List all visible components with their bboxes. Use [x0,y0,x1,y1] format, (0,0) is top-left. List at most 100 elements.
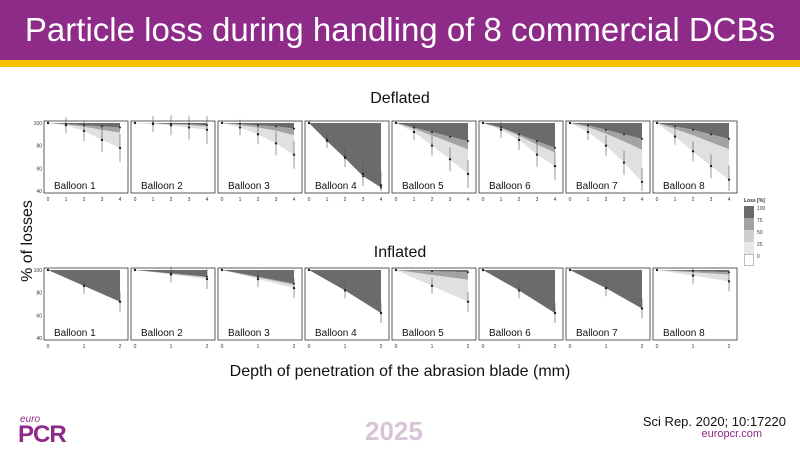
x-tick-label: 1 [605,344,608,350]
data-point [518,289,520,292]
x-tick-label: 1 [152,197,155,203]
y-tick-label: 40 [36,336,42,342]
data-point [604,144,608,147]
data-point [152,122,154,124]
data-point [344,289,346,292]
x-tick-label: 1 [239,197,242,203]
x-tick-label: 4 [206,197,209,203]
data-point [238,126,242,129]
data-point [641,307,643,310]
data-point [709,164,713,168]
data-point [83,284,85,287]
x-tick-label: 1 [500,197,503,203]
data-point [449,135,451,138]
data-point [395,122,397,124]
legend-item: 50 [744,230,774,242]
x-tick-label: 0 [482,344,485,350]
data-point [256,133,260,136]
loss-area-dark [222,123,294,129]
x-tick-label: 2 [692,197,695,203]
legend-item: 100 [744,206,774,218]
data-point [256,277,260,281]
panel-label: Balloon 7 [576,328,618,339]
legend-value: 0 [757,254,760,260]
loss-area-mid [135,123,207,127]
x-tick-label: 0 [656,197,659,203]
data-point [727,280,731,283]
x-tick-label: 4 [554,197,557,203]
data-point [100,138,104,142]
loss-area-dark [570,270,642,309]
x-tick-label: 3 [710,197,713,203]
data-point [206,275,208,278]
year-mark: 2025 [365,416,423,446]
x-tick-label: 2 [344,197,347,203]
panel-label: Balloon 4 [315,181,357,192]
data-point [134,269,136,271]
data-point [728,137,730,140]
panel-frame [130,120,216,194]
panel-label: Balloon 3 [228,181,270,192]
x-tick-label: 2 [170,197,173,203]
x-tick-label: 2 [554,344,557,350]
legend-value: 50 [757,230,763,236]
data-point [431,270,433,273]
data-point [467,271,469,274]
deflated-heading: Deflated [370,90,430,107]
panel-label: Balloon 6 [489,181,531,192]
x-tick-label: 1 [65,197,68,203]
data-point [535,153,539,156]
data-point [83,124,85,127]
x-tick-label: 4 [728,197,731,203]
europcr-logo-small: euro [20,414,41,425]
data-point [188,123,190,126]
data-point [569,269,571,271]
panel-label: Balloon 4 [315,328,357,339]
x-tick-label: 2 [518,197,521,203]
data-point [308,269,310,271]
data-point [466,300,470,303]
x-tick-label: 3 [449,197,452,203]
x-tick-label: 0 [47,344,50,350]
data-point [292,286,296,290]
x-tick-label: 2 [380,344,383,350]
x-tick-label: 1 [674,197,677,203]
legend-value: 75 [757,218,763,224]
legend-value: 25 [757,242,763,248]
x-tick-label: 0 [395,344,398,350]
x-tick-label: 4 [380,197,383,203]
data-point [206,124,208,127]
data-point [187,126,191,129]
x-tick-label: 2 [257,197,260,203]
loss-area-mid [396,270,468,280]
data-point [710,133,712,136]
loss-area-light [222,123,294,155]
panel-label: Balloon 5 [402,181,444,192]
x-tick-label: 3 [623,197,626,203]
data-point [344,157,346,160]
data-point [499,128,503,131]
data-point [170,123,172,126]
data-point [413,126,415,129]
x-tick-label: 1 [413,197,416,203]
data-point [656,122,658,124]
data-point [691,274,695,277]
y-tick-label: 100 [34,268,43,274]
data-point [293,282,295,285]
data-point [326,140,328,143]
data-point [641,137,643,140]
data-point [518,133,520,136]
x-tick-label: 0 [47,197,50,203]
data-point [728,271,730,274]
data-point [587,124,589,127]
x-tick-label: 3 [536,197,539,203]
data-point [221,269,223,271]
data-point [536,140,538,143]
x-axis-label: Depth of penetration of the abrasion bla… [229,363,571,380]
loss-area-dark [483,123,555,148]
data-point [119,300,121,303]
data-point [257,275,259,278]
y-tick-label: 80 [36,291,42,297]
title-bar-stripe [0,60,800,67]
x-tick-label: 4 [293,197,296,203]
